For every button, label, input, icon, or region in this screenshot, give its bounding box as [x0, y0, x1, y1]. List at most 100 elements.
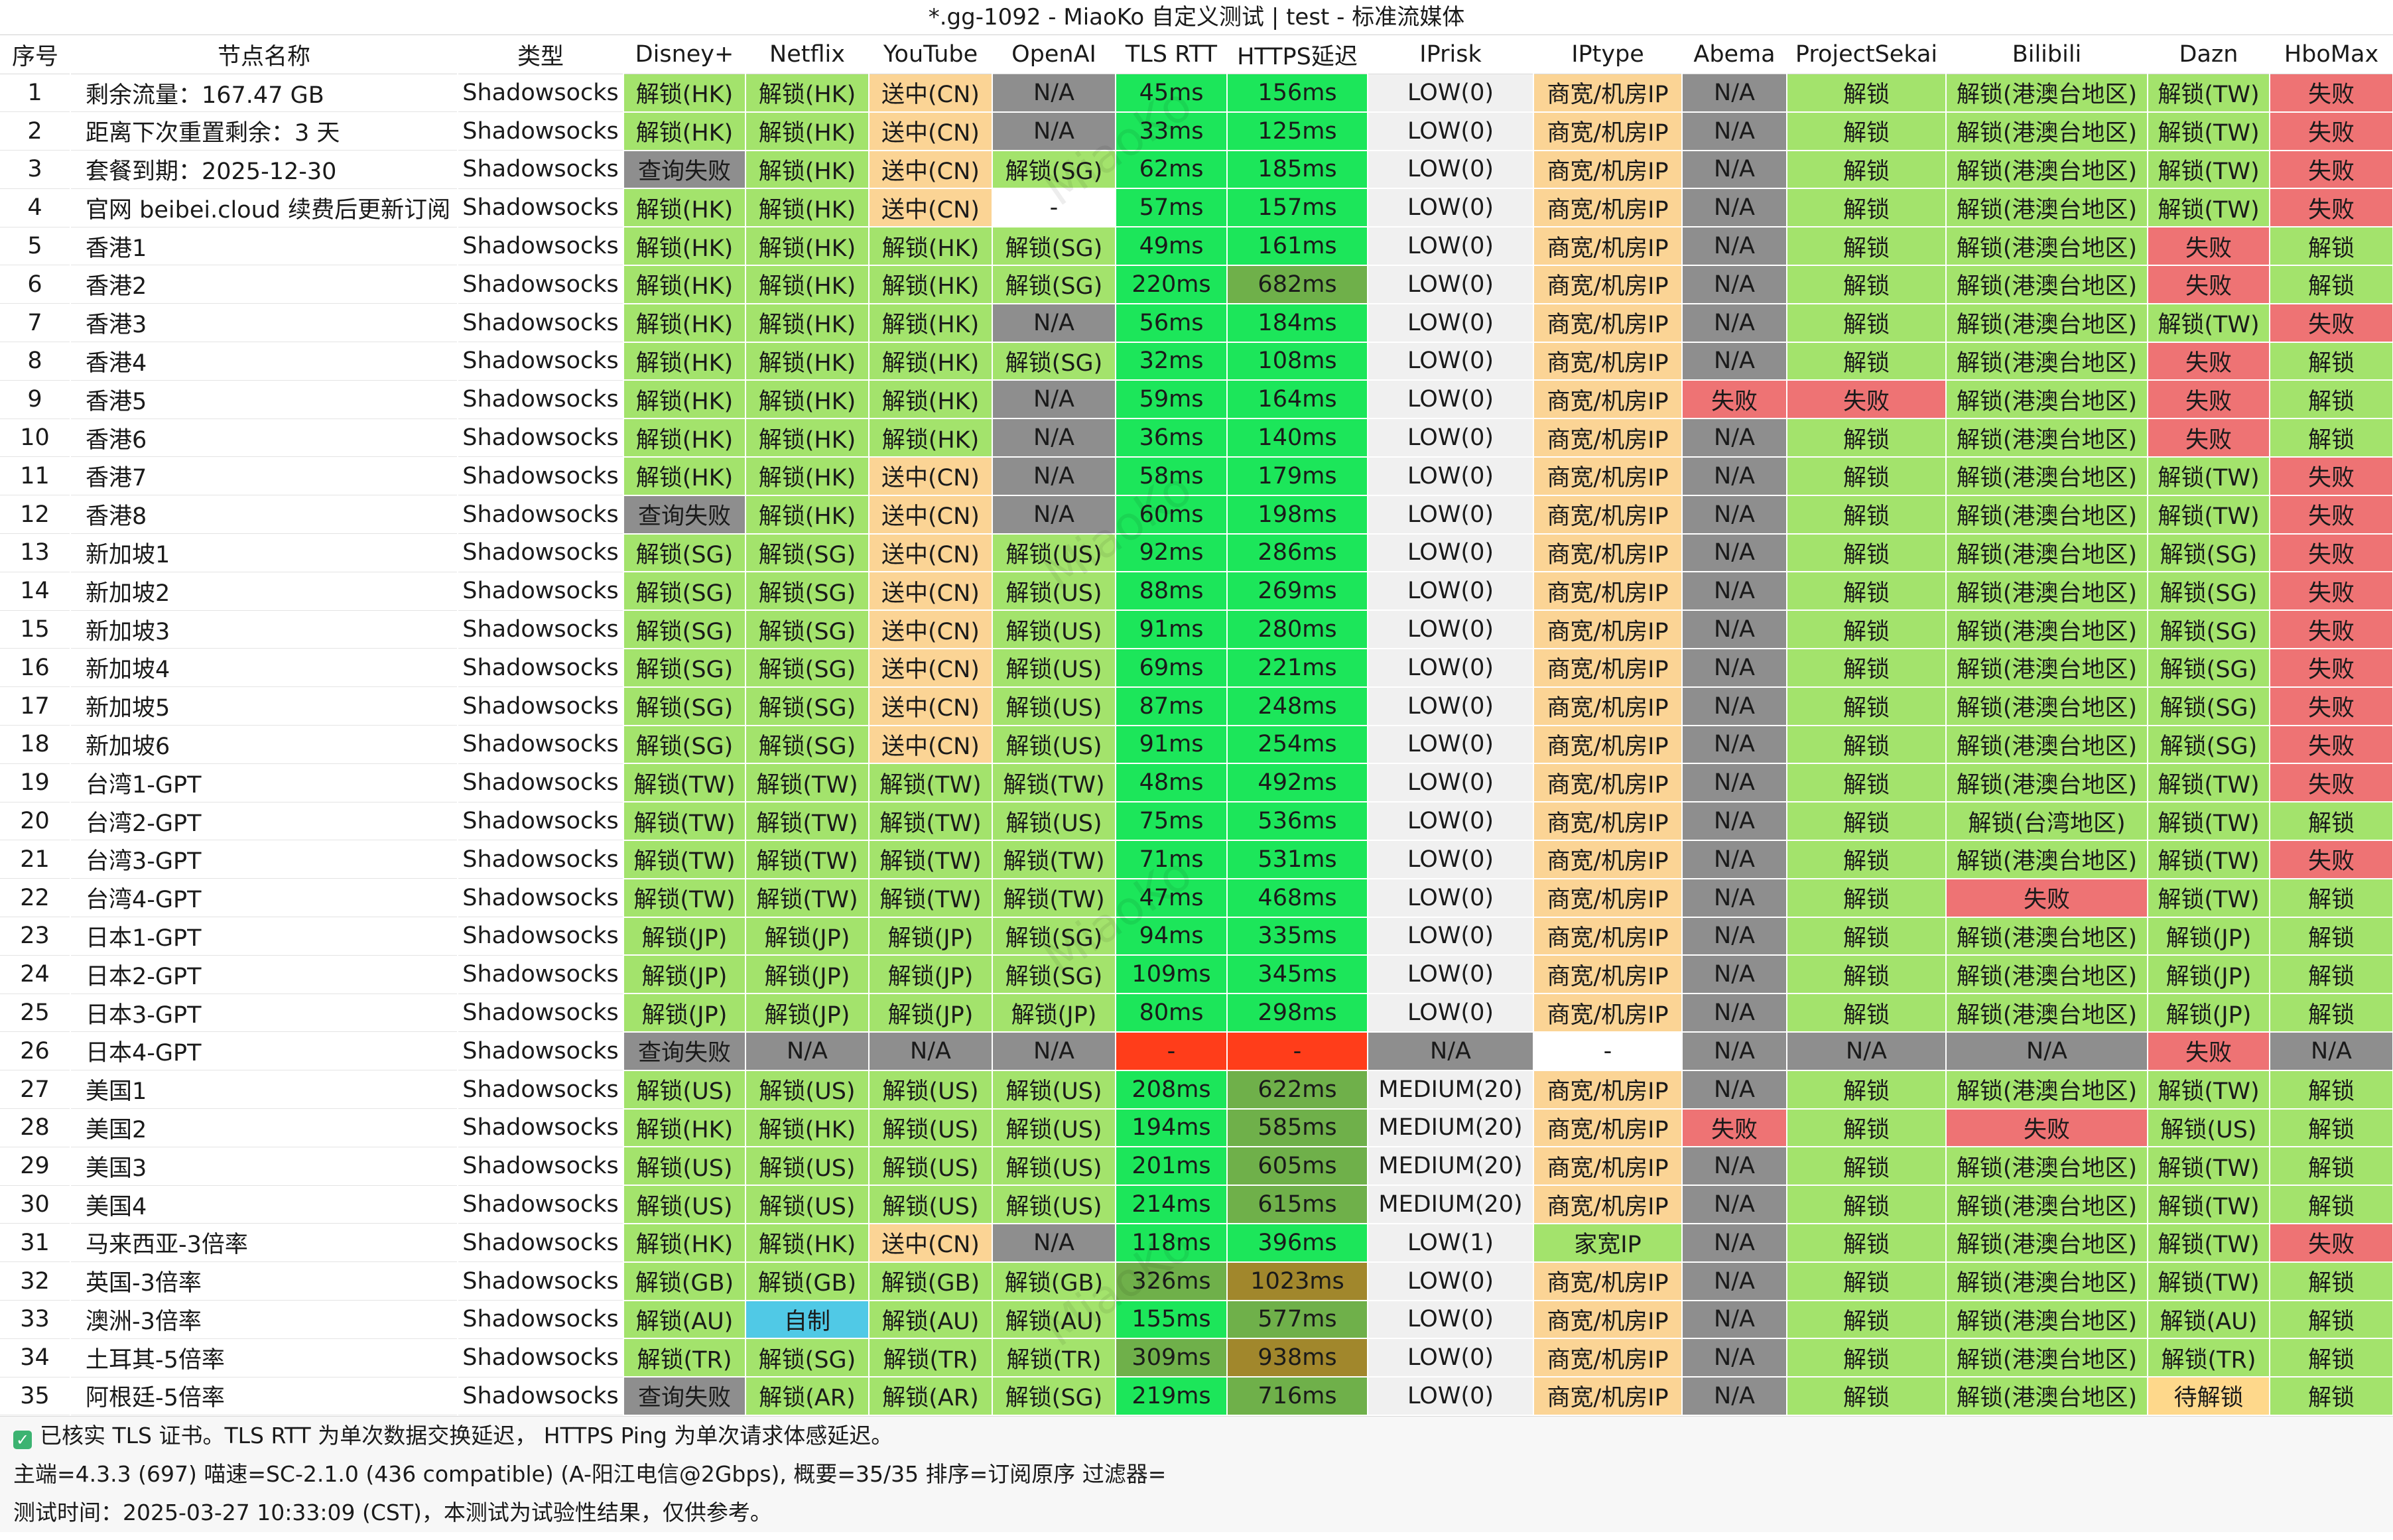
- column-header[interactable]: IPtype: [1533, 35, 1682, 74]
- result-cell: 解锁(TW): [745, 763, 870, 803]
- table-row[interactable]: 33 澳洲-3倍率 Shadowsocks 解锁(AU) 自制 解锁(AU) 解锁(AU) 1…: [0, 1300, 2393, 1340]
- result-cell: 失败: [1787, 380, 1947, 420]
- table-row[interactable]: 15 新加坡3 Shadowsocks 解锁(SG) 解锁(SG) 送中(CN) 解锁(US…: [0, 610, 2393, 649]
- row-seq: 4: [0, 188, 71, 227]
- result-cell: LOW(0): [1368, 533, 1534, 573]
- result-cell: 解锁(JP): [2148, 955, 2270, 995]
- node-type: Shadowsocks: [458, 725, 624, 764]
- result-cell: 解锁(TW): [623, 763, 746, 803]
- table-row[interactable]: 20 台湾2-GPT Shadowsocks 解锁(TW) 解锁(TW) 解锁(TW) 解锁…: [0, 802, 2393, 841]
- table-row[interactable]: 26 日本4-GPT Shadowsocks 查询失败 N/A N/A N/A - - N/A - N…: [0, 1031, 2393, 1071]
- result-cell: 解锁(SG): [992, 342, 1116, 381]
- result-cell: 商宽/机房IP: [1533, 1070, 1683, 1110]
- result-cell: 156ms: [1227, 74, 1368, 113]
- result-cell: 解锁(SG): [745, 725, 870, 765]
- table-row[interactable]: 17 新加坡5 Shadowsocks 解锁(SG) 解锁(SG) 送中(CN) 解锁(US…: [0, 686, 2393, 726]
- result-cell: 解锁(港澳台地区): [1946, 380, 2148, 420]
- table-row[interactable]: 12 香港8 Shadowsocks 查询失败 解锁(HK) 送中(CN) N/A 60ms 1…: [0, 495, 2393, 535]
- result-cell: 解锁: [1787, 1377, 1947, 1416]
- table-row[interactable]: 24 日本2-GPT Shadowsocks 解锁(JP) 解锁(JP) 解锁(JP) 解锁…: [0, 955, 2393, 995]
- result-cell: 335ms: [1227, 917, 1368, 956]
- column-header[interactable]: 节点名称: [70, 35, 458, 74]
- table-row[interactable]: 28 美国2 Shadowsocks 解锁(HK) 解锁(HK) 解锁(US) 解锁(US)…: [0, 1108, 2393, 1148]
- result-cell: 解锁(HK): [623, 342, 746, 381]
- result-cell: 送中(CN): [869, 188, 993, 228]
- column-header[interactable]: IPrisk: [1368, 35, 1533, 74]
- node-type: Shadowsocks: [458, 572, 624, 611]
- table-row[interactable]: 1 剩余流量：167.47 GB Shadowsocks 解锁(HK) 解锁(HK) 送中…: [0, 74, 2393, 113]
- result-cell: 解锁(JP): [623, 917, 746, 956]
- column-header[interactable]: Netflix: [745, 35, 869, 74]
- column-header[interactable]: Bilibili: [1946, 35, 2148, 74]
- result-cell: 解锁(HK): [745, 303, 870, 343]
- result-cell: LOW(0): [1368, 227, 1534, 266]
- table-row[interactable]: 22 台湾4-GPT Shadowsocks 解锁(TW) 解锁(TW) 解锁(TW) 解锁…: [0, 878, 2393, 918]
- table-row[interactable]: 29 美国3 Shadowsocks 解锁(US) 解锁(US) 解锁(US) 解锁(US)…: [0, 1147, 2393, 1187]
- result-cell: N/A: [1682, 111, 1787, 151]
- result-cell: 商宽/机房IP: [1533, 1338, 1683, 1378]
- result-cell: 解锁(US): [992, 725, 1116, 765]
- table-row[interactable]: 11 香港7 Shadowsocks 解锁(HK) 解锁(HK) 送中(CN) N/A 58m…: [0, 456, 2393, 496]
- result-cell: LOW(0): [1368, 1338, 1534, 1378]
- result-cell: 解锁(HK): [745, 418, 870, 458]
- table-row[interactable]: 21 台湾3-GPT Shadowsocks 解锁(TW) 解锁(TW) 解锁(TW) 解锁…: [0, 840, 2393, 879]
- result-cell: 失败: [2148, 380, 2270, 420]
- result-cell: 解锁(HK): [623, 380, 746, 420]
- column-header[interactable]: ProjectSekai: [1787, 35, 1946, 74]
- table-row[interactable]: 31 马来西亚-3倍率 Shadowsocks 解锁(HK) 解锁(HK) 送中(CN) N…: [0, 1223, 2393, 1263]
- table-row[interactable]: 19 台湾1-GPT Shadowsocks 解锁(TW) 解锁(TW) 解锁(TW) 解锁…: [0, 763, 2393, 803]
- table-row[interactable]: 6 香港2 Shadowsocks 解锁(HK) 解锁(HK) 解锁(HK) 解锁(SG) 2…: [0, 265, 2393, 304]
- table-row[interactable]: 30 美国4 Shadowsocks 解锁(US) 解锁(US) 解锁(US) 解锁(US)…: [0, 1185, 2393, 1224]
- table-row[interactable]: 13 新加坡1 Shadowsocks 解锁(SG) 解锁(SG) 送中(CN) 解锁(US…: [0, 533, 2393, 573]
- table-row[interactable]: 16 新加坡4 Shadowsocks 解锁(SG) 解锁(SG) 送中(CN) 解锁(US…: [0, 648, 2393, 688]
- result-cell: 161ms: [1227, 227, 1368, 266]
- result-cell: 商宽/机房IP: [1533, 150, 1683, 190]
- row-seq: 28: [0, 1108, 71, 1147]
- result-cell: 解锁(港澳台地区): [1946, 725, 2148, 765]
- table-row[interactable]: 34 土耳其-5倍率 Shadowsocks 解锁(TR) 解锁(SG) 解锁(TR) 解锁…: [0, 1338, 2393, 1378]
- column-header[interactable]: OpenAI: [992, 35, 1116, 74]
- result-cell: 解锁: [1787, 1108, 1947, 1148]
- column-header[interactable]: Abema: [1682, 35, 1787, 74]
- result-cell: 解锁(港澳台地区): [1946, 188, 2148, 228]
- result-cell: 解锁(HK): [745, 342, 870, 381]
- row-seq: 16: [0, 648, 71, 688]
- table-row[interactable]: 18 新加坡6 Shadowsocks 解锁(SG) 解锁(SG) 送中(CN) 解锁(US…: [0, 725, 2393, 765]
- result-cell: 解锁(SG): [745, 686, 870, 726]
- result-cell: 解锁: [2270, 1300, 2393, 1340]
- result-cell: 送中(CN): [869, 533, 993, 573]
- table-row[interactable]: 27 美国1 Shadowsocks 解锁(US) 解锁(US) 解锁(US) 解锁(US)…: [0, 1070, 2393, 1110]
- result-cell: 184ms: [1227, 303, 1368, 343]
- result-cell: 201ms: [1116, 1147, 1228, 1187]
- column-header[interactable]: HboMax: [2270, 35, 2393, 74]
- column-header[interactable]: TLS RTT: [1116, 35, 1227, 74]
- column-header[interactable]: HTTPS延迟: [1227, 35, 1368, 74]
- table-row[interactable]: 10 香港6 Shadowsocks 解锁(HK) 解锁(HK) 解锁(HK) N/A 36m…: [0, 418, 2393, 458]
- column-header[interactable]: Disney+: [623, 35, 745, 74]
- column-header[interactable]: Dazn: [2148, 35, 2270, 74]
- table-row[interactable]: 8 香港4 Shadowsocks 解锁(HK) 解锁(HK) 解锁(HK) 解锁(SG) 3…: [0, 342, 2393, 381]
- table-row[interactable]: 23 日本1-GPT Shadowsocks 解锁(JP) 解锁(JP) 解锁(JP) 解锁…: [0, 917, 2393, 956]
- row-seq: 9: [0, 380, 71, 419]
- column-header[interactable]: 类型: [458, 35, 623, 74]
- table-row[interactable]: 32 英国-3倍率 Shadowsocks 解锁(GB) 解锁(GB) 解锁(GB) 解锁(…: [0, 1261, 2393, 1301]
- table-row[interactable]: 2 距离下次重置剩余：3 天 Shadowsocks 解锁(HK) 解锁(HK) 送中(C…: [0, 111, 2393, 151]
- result-cell: 解锁(港澳台地区): [1946, 686, 2148, 726]
- table-row[interactable]: 14 新加坡2 Shadowsocks 解锁(SG) 解锁(SG) 送中(CN) 解锁(US…: [0, 572, 2393, 611]
- table-row[interactable]: 25 日本3-GPT Shadowsocks 解锁(JP) 解锁(JP) 解锁(JP) 解锁…: [0, 994, 2393, 1033]
- result-cell: N/A: [1682, 74, 1787, 113]
- table-row[interactable]: 7 香港3 Shadowsocks 解锁(HK) 解锁(HK) 解锁(HK) N/A 56ms…: [0, 303, 2393, 343]
- table-row[interactable]: 3 套餐到期：2025-12-30 Shadowsocks 查询失败 解锁(HK) 送中(…: [0, 150, 2393, 190]
- column-header[interactable]: 序号: [0, 35, 70, 74]
- node-type: Shadowsocks: [458, 1261, 624, 1301]
- column-header[interactable]: YouTube: [869, 35, 992, 74]
- result-cell: 解锁(HK): [623, 227, 746, 266]
- table-row[interactable]: 4 官网 beibei.cloud 续费后更新订阅 Shadowsocks 解锁(HK…: [0, 188, 2393, 228]
- node-name: 台湾2-GPT: [70, 802, 458, 841]
- table-row[interactable]: 5 香港1 Shadowsocks 解锁(HK) 解锁(HK) 解锁(HK) 解锁(SG) 4…: [0, 227, 2393, 266]
- result-cell: 577ms: [1227, 1300, 1368, 1340]
- result-cell: 219ms: [1116, 1377, 1228, 1416]
- table-row[interactable]: 9 香港5 Shadowsocks 解锁(HK) 解锁(HK) 解锁(HK) N/A 59ms…: [0, 380, 2393, 420]
- result-cell: LOW(0): [1368, 610, 1534, 649]
- table-row[interactable]: 35 阿根廷-5倍率 Shadowsocks 查询失败 解锁(AR) 解锁(AR) 解锁(S…: [0, 1377, 2393, 1416]
